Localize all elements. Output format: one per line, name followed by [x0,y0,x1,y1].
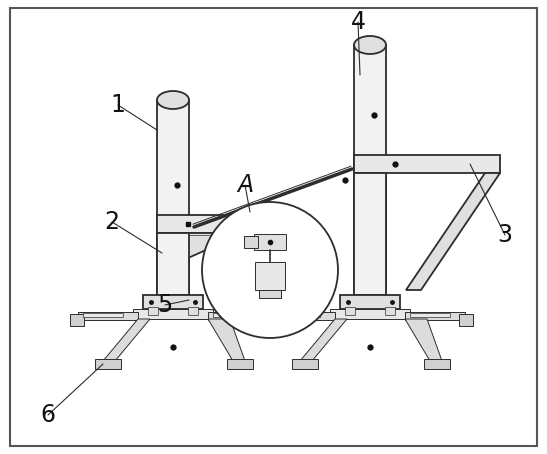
Bar [255,262,285,290]
Bar [227,359,253,369]
Bar [410,313,450,317]
Polygon shape [159,233,244,271]
Text: 2: 2 [104,210,119,234]
Bar [345,307,355,315]
Bar [275,312,335,320]
Bar [267,314,281,326]
Bar [424,359,450,369]
Text: 1: 1 [110,93,125,117]
Text: A: A [237,173,253,197]
Bar [405,312,465,320]
Bar [83,313,123,317]
Bar [213,313,253,317]
Bar [254,234,286,250]
Ellipse shape [157,91,189,109]
Bar [70,314,84,326]
Text: 5: 5 [158,293,173,317]
Bar [340,295,400,309]
Text: 4: 4 [351,10,365,34]
Bar [459,314,473,326]
Bar [354,45,386,295]
Bar [330,309,410,319]
Bar [157,100,189,295]
Bar [354,173,386,295]
Bar [208,312,268,320]
Circle shape [202,202,338,338]
Bar [244,236,258,248]
Text: 6: 6 [40,403,55,427]
Polygon shape [208,319,245,361]
Bar [133,309,213,319]
Ellipse shape [354,36,386,54]
Bar [385,307,395,315]
Text: 3: 3 [498,223,513,247]
Polygon shape [103,319,150,361]
Polygon shape [300,319,347,361]
Bar [95,359,121,369]
Bar [157,233,189,295]
Polygon shape [406,173,500,290]
Polygon shape [405,319,442,361]
Bar [292,359,318,369]
Bar [78,312,138,320]
Bar [280,313,320,317]
Bar [148,307,158,315]
Bar [143,295,203,309]
Bar [188,307,198,315]
Bar [354,155,500,173]
Bar [259,290,281,298]
Bar [157,215,310,233]
Bar [262,314,276,326]
